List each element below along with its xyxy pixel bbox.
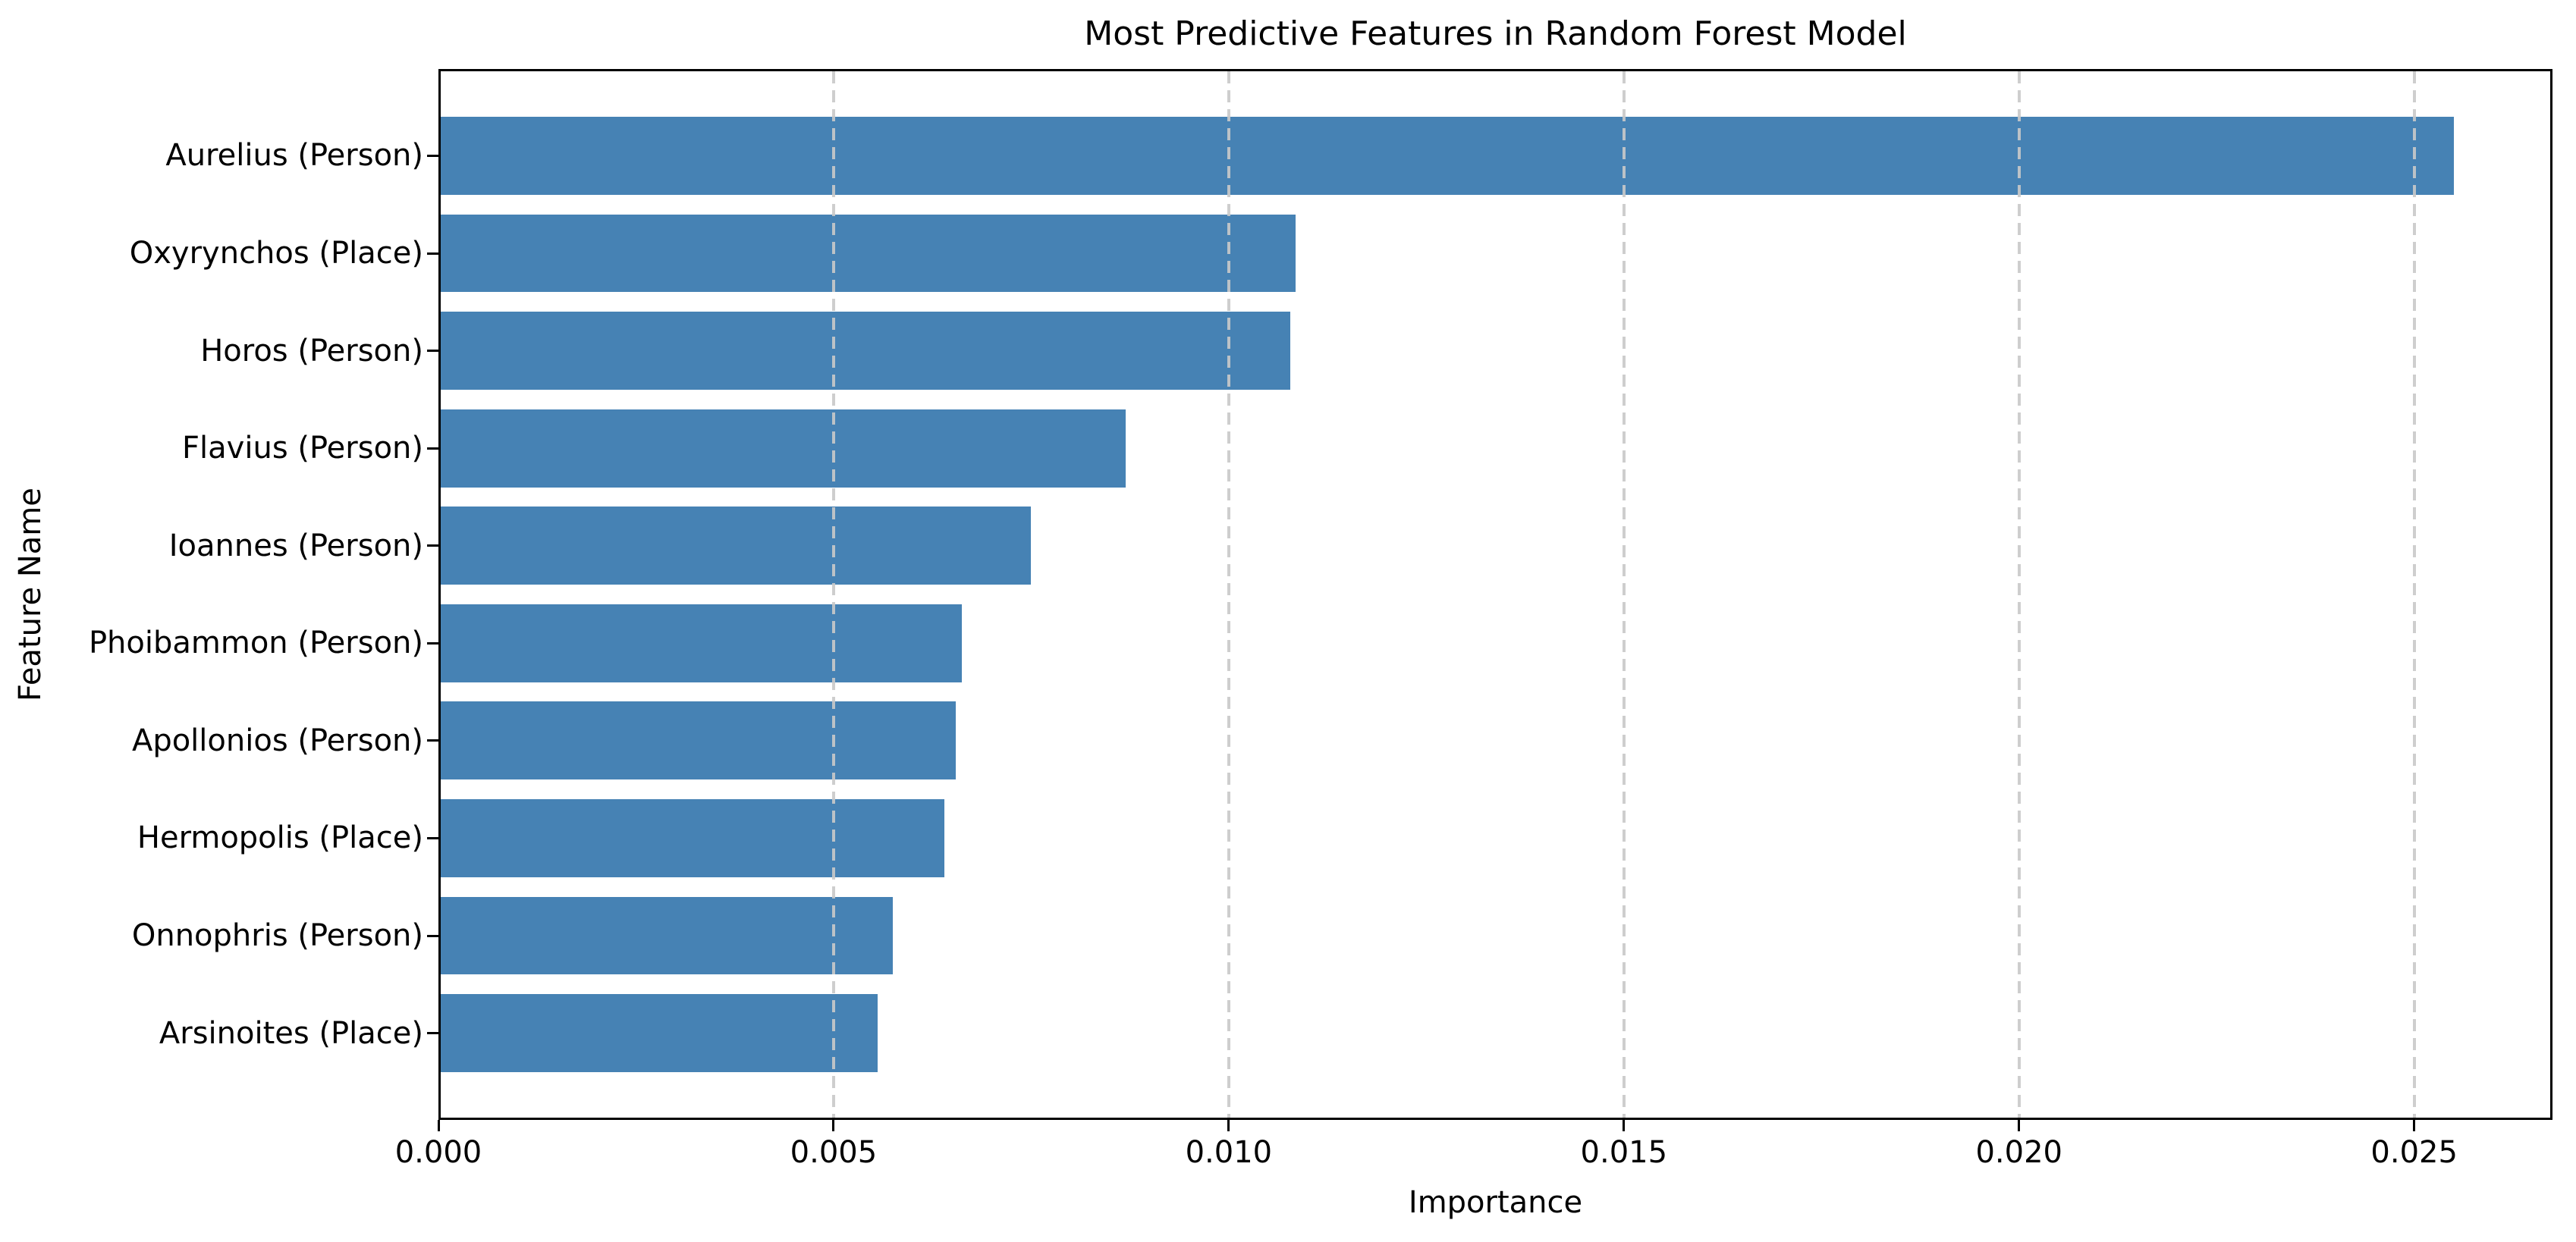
bar-oxyrynchos-place — [438, 214, 1296, 293]
gridline — [2412, 71, 2416, 1118]
x-tick-mark — [437, 1120, 440, 1131]
bar-hermopolis-place — [438, 799, 944, 877]
gridline — [2017, 71, 2021, 1118]
y-tick-mark — [427, 154, 438, 157]
y-tick-label: Aurelius (Person) — [165, 138, 423, 174]
bar-flavius-person — [438, 409, 1126, 488]
chart-title: Most Predictive Features in Random Fores… — [1084, 14, 1907, 53]
x-tick-mark — [2413, 1120, 2416, 1131]
bar-arsinoites-place — [438, 994, 878, 1072]
bar-aurelius-person — [438, 117, 2454, 195]
y-tick-mark — [427, 252, 438, 255]
x-tick-label: 0.025 — [2370, 1135, 2458, 1170]
x-tick-mark — [1623, 1120, 1626, 1131]
y-axis-label: Feature Name — [13, 488, 48, 701]
y-tick-mark — [427, 1032, 438, 1035]
bar-phoibammon-person — [438, 604, 962, 682]
y-tick-label: Arsinoites (Place) — [159, 1015, 423, 1051]
y-tick-mark — [427, 836, 438, 839]
y-tick-mark — [427, 447, 438, 450]
y-tick-label: Onnophris (Person) — [131, 918, 423, 953]
y-tick-label: Oxyrynchos (Place) — [129, 236, 423, 271]
y-axis-label-wrap: Feature Name — [11, 69, 50, 1120]
bar-horos-person — [438, 312, 1291, 390]
x-tick-mark — [2018, 1120, 2021, 1131]
y-tick-mark — [427, 350, 438, 353]
gridline — [1227, 71, 1230, 1118]
y-tick-label: Hermopolis (Place) — [137, 820, 423, 856]
gridline — [1622, 71, 1626, 1118]
bar-onnophris-person — [438, 896, 894, 975]
gridline — [831, 71, 835, 1118]
y-tick-mark — [427, 544, 438, 547]
bar-apollonios-person — [438, 701, 957, 780]
y-tick-label: Ioannes (Person) — [168, 528, 423, 563]
bar-ioannes-person — [438, 507, 1032, 585]
y-tick-mark — [427, 641, 438, 645]
y-tick-label: Horos (Person) — [200, 333, 423, 369]
x-tick-label: 0.020 — [1975, 1135, 2062, 1170]
y-tick-label: Phoibammon (Person) — [88, 626, 423, 661]
y-tick-label: Apollonios (Person) — [131, 723, 423, 758]
y-tick-mark — [427, 934, 438, 937]
x-tick-mark — [1227, 1120, 1230, 1131]
x-tick-label: 0.005 — [790, 1135, 878, 1170]
y-tick-mark — [427, 739, 438, 742]
x-tick-mark — [832, 1120, 835, 1131]
x-tick-label: 0.000 — [394, 1135, 482, 1170]
x-tick-label: 0.015 — [1580, 1135, 1668, 1170]
x-tick-label: 0.010 — [1185, 1135, 1273, 1170]
x-axis-label: Importance — [1408, 1185, 1583, 1220]
y-tick-label: Flavius (Person) — [182, 431, 423, 466]
